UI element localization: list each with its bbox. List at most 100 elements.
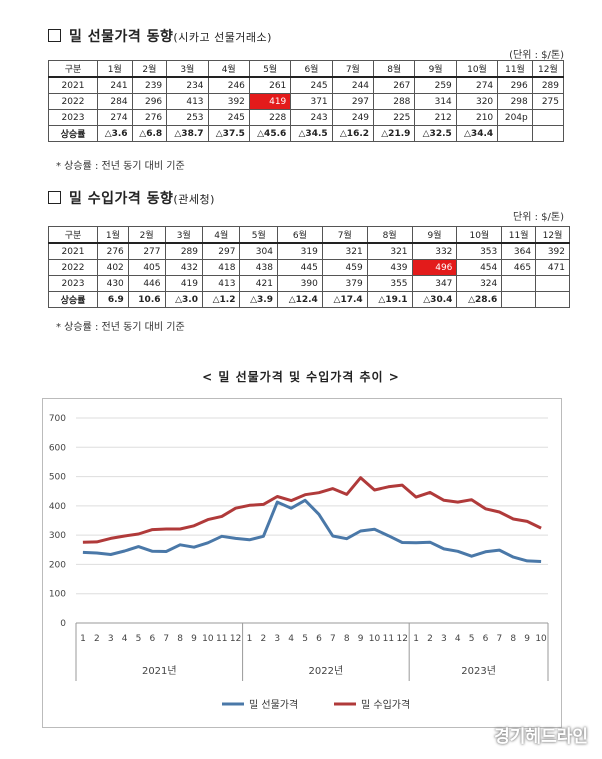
- row-label: 2021: [48, 76, 98, 94]
- table-cell: [531, 125, 565, 142]
- table-cell: 261: [248, 76, 292, 94]
- table-cell: 276: [131, 109, 168, 126]
- table-header-month: 5월: [248, 60, 292, 78]
- import-price-table: 구분 1월 2월 3월 4월 5월 6월 7월 8월 9월 10월 11월 12월 2021 276 277 2…: [48, 226, 570, 308]
- x-tick-label: 9: [191, 634, 197, 644]
- table-cell: 6.9: [97, 291, 129, 308]
- table-cell: 288: [373, 93, 416, 110]
- table-header-month: 8월: [373, 60, 416, 78]
- table-row: 2023 274 276 253 245 228 243 249 225 212 210 204p: [48, 109, 565, 126]
- table-cell: 253: [166, 109, 209, 126]
- row-label: 2023: [48, 275, 98, 292]
- row-label: 상승률: [48, 125, 98, 142]
- x-tick-label: 8: [177, 634, 183, 644]
- table-cell: 471: [535, 259, 570, 276]
- chart-frame: [42, 398, 562, 728]
- table-header-month: 11월: [497, 60, 533, 78]
- series-line-1: [82, 498, 542, 563]
- x-tick-label: 1: [413, 634, 419, 644]
- section2-title: 밀 수입가격 동향(관세청): [48, 188, 215, 208]
- table-row: 2022 284 296 413 392 419 371 297 288 314 320 298 275: [48, 93, 565, 110]
- table-cell: 405: [127, 259, 166, 276]
- table-cell: 267: [373, 76, 416, 94]
- x-tick-label: 5: [136, 634, 142, 644]
- chart-title: < 밀 선물가격 및 수입가격 추이 >: [202, 370, 400, 384]
- x-tick-label: 11: [383, 634, 394, 644]
- table-cell: △16.2: [331, 125, 375, 142]
- table-cell: 364: [501, 242, 537, 260]
- x-tick-label: 9: [358, 634, 364, 644]
- table-header-month: 10월: [455, 60, 499, 78]
- table-cell: 245: [290, 76, 333, 94]
- table-cell: 289: [164, 242, 204, 260]
- table-cell: 421: [239, 275, 278, 292]
- table-cell: 379: [321, 275, 368, 292]
- x-tick-label: 9: [524, 634, 530, 644]
- table-header-month: 10월: [456, 226, 503, 244]
- table-cell: 245: [207, 109, 250, 126]
- section1-note: * 상승률 : 전년 동기 대비 기준: [56, 161, 185, 172]
- row-label: 2021: [48, 242, 98, 260]
- x-tick-label: 4: [122, 634, 128, 644]
- table-header-month: 6월: [276, 226, 323, 244]
- x-tick-label: 11: [216, 634, 227, 644]
- table-cell: 446: [127, 275, 166, 292]
- table-cell: 276: [97, 242, 129, 260]
- table-cell: 296: [131, 93, 168, 110]
- table-cell: △3.9: [239, 291, 278, 308]
- section1-unit: (단위 : $/톤): [509, 50, 564, 61]
- row-label: 2022: [48, 259, 98, 276]
- section1-subtitle: (시카고 선물거래소): [173, 31, 272, 44]
- table-cell: 432: [164, 259, 204, 276]
- table-header-month: 3월: [166, 60, 209, 78]
- row-label: 2022: [48, 93, 98, 110]
- table-cell: △3.0: [164, 291, 204, 308]
- x-tick-label: 2: [94, 634, 100, 644]
- checkbox-icon: [48, 191, 61, 204]
- table-row: 2022 402 405 432 418 438 445 459 439 496 454 465 471: [48, 259, 570, 276]
- table-cell: 210: [455, 109, 499, 126]
- table-row: 2021 241 239 234 246 261 245 244 267 259 274 296 289: [48, 76, 565, 94]
- y-tick-label: 300: [49, 531, 66, 541]
- table-cell: 274: [455, 76, 499, 94]
- table-cell: △38.7: [166, 125, 209, 142]
- table-cell: 259: [414, 76, 457, 94]
- table-cell: 297: [201, 242, 241, 260]
- table-cell: 438: [239, 259, 278, 276]
- table-cell: 212: [414, 109, 457, 126]
- table-cell: 418: [201, 259, 241, 276]
- section1-title: 밀 선물가격 동향(시카고 선물거래소): [48, 26, 272, 46]
- table-cell: [497, 125, 533, 142]
- y-tick-label: 600: [49, 443, 66, 453]
- table-header-month: 9월: [414, 60, 457, 78]
- table-cell: 419: [164, 275, 204, 292]
- table-header-month: 2월: [131, 60, 168, 78]
- y-tick-label: 400: [49, 502, 66, 512]
- table-cell: 392: [207, 93, 250, 110]
- table-cell: 332: [411, 242, 458, 260]
- table-cell: 249: [331, 109, 375, 126]
- checkbox-icon: [48, 29, 61, 42]
- table-cell: 10.6: [127, 291, 166, 308]
- y-tick-label: 200: [49, 560, 66, 570]
- series-line-2: [82, 476, 542, 544]
- table-cell: 298: [497, 93, 533, 110]
- table-cell: 241: [97, 76, 133, 94]
- table-header-month: 2월: [127, 226, 166, 244]
- table-cell: 274: [97, 109, 133, 126]
- table-cell: △30.4: [411, 291, 458, 308]
- year-label: 2022년: [309, 665, 344, 677]
- table-row: 2021 276 277 289 297 304 319 321 321 332 353 364 392: [48, 242, 570, 260]
- x-tick-label: 7: [497, 634, 503, 644]
- table-cell: [535, 291, 570, 308]
- table-cell: 459: [321, 259, 368, 276]
- table-cell: [535, 275, 570, 292]
- table-cell: 243: [290, 109, 333, 126]
- table-header-month: 4월: [207, 60, 250, 78]
- table-cell: [531, 109, 565, 126]
- table-header-label: 구분: [48, 60, 98, 78]
- x-tick-label: 2: [261, 634, 267, 644]
- y-tick-label: 700: [49, 414, 66, 424]
- y-tick-label: 500: [49, 473, 66, 483]
